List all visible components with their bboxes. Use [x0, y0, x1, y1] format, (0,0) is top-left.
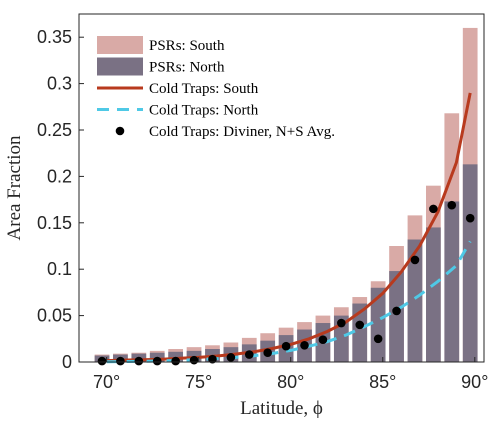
x-tick-label: 90° — [461, 372, 488, 392]
diviner-point — [392, 306, 401, 316]
diviner-point — [300, 340, 309, 350]
legend-label: PSRs: South — [149, 38, 225, 54]
diviner-point — [429, 204, 438, 214]
x-axis-label: Latitude, ϕ — [240, 398, 323, 419]
diviner-point — [116, 356, 125, 366]
bar-psr-north — [389, 271, 404, 362]
diviner-point — [171, 356, 180, 366]
diviner-point — [134, 356, 144, 366]
bar-psr-north — [407, 239, 423, 362]
y-tick-label: 0.35 — [37, 27, 72, 47]
plot-frame — [78, 13, 485, 363]
bar-psr-north — [352, 303, 368, 362]
bar-psr-north — [444, 201, 460, 362]
y-axis-label: Area Fraction — [4, 135, 25, 240]
x-tick-label: 80° — [277, 372, 304, 392]
cold-traps-north-line — [106, 240, 472, 364]
x-ticks: 70° 75° 80° 85° 90° — [93, 357, 488, 392]
cold-traps-south-line — [106, 92, 472, 363]
bar-psr-north — [426, 227, 441, 362]
diviner-point — [97, 356, 107, 366]
diviner-point — [244, 350, 254, 359]
legend-label: Cold Traps: South — [149, 81, 259, 97]
y-tick-label: 0 — [62, 352, 72, 372]
x-tick-label: 75° — [185, 372, 212, 392]
legend-swatch — [97, 57, 143, 76]
y-ticks: 0 0.05 0.1 0.15 0.2 0.25 0.3 0.35 — [37, 27, 84, 372]
diviner-point — [447, 200, 457, 210]
diviner-point — [318, 335, 328, 345]
bar-psr-north — [462, 164, 478, 362]
diviner-point — [263, 348, 272, 358]
diviner-point — [152, 356, 162, 366]
diviner-point — [281, 341, 291, 351]
diviner-point — [465, 213, 475, 223]
diviner-point — [226, 353, 236, 362]
x-tick-label: 70° — [93, 372, 120, 392]
legend-swatch — [97, 36, 143, 54]
diviner-point — [355, 320, 365, 330]
diviner-point — [337, 318, 346, 328]
legend: PSRs: South PSRs: North Cold Traps: South C… — [97, 36, 335, 140]
diviner-point — [373, 334, 383, 344]
bar-psr-north — [370, 287, 386, 362]
y-tick-label: 0.2 — [47, 166, 72, 186]
diviner-point — [189, 355, 199, 365]
y-tick-label: 0.3 — [47, 74, 72, 94]
y-tick-label: 0.05 — [37, 306, 72, 326]
legend-label: Cold Traps: Diviner, N+S Avg. — [149, 124, 335, 140]
x-tick-label: 85° — [369, 372, 396, 392]
diviner-point — [208, 354, 217, 364]
legend-label: Cold Traps: North — [149, 103, 259, 119]
legend-swatch — [115, 126, 125, 136]
y-tick-label: 0.25 — [37, 120, 72, 140]
diviner-point — [410, 255, 420, 265]
legend-label: PSRs: North — [149, 60, 225, 76]
y-tick-label: 0.15 — [37, 213, 72, 233]
y-tick-label: 0.1 — [47, 259, 72, 279]
